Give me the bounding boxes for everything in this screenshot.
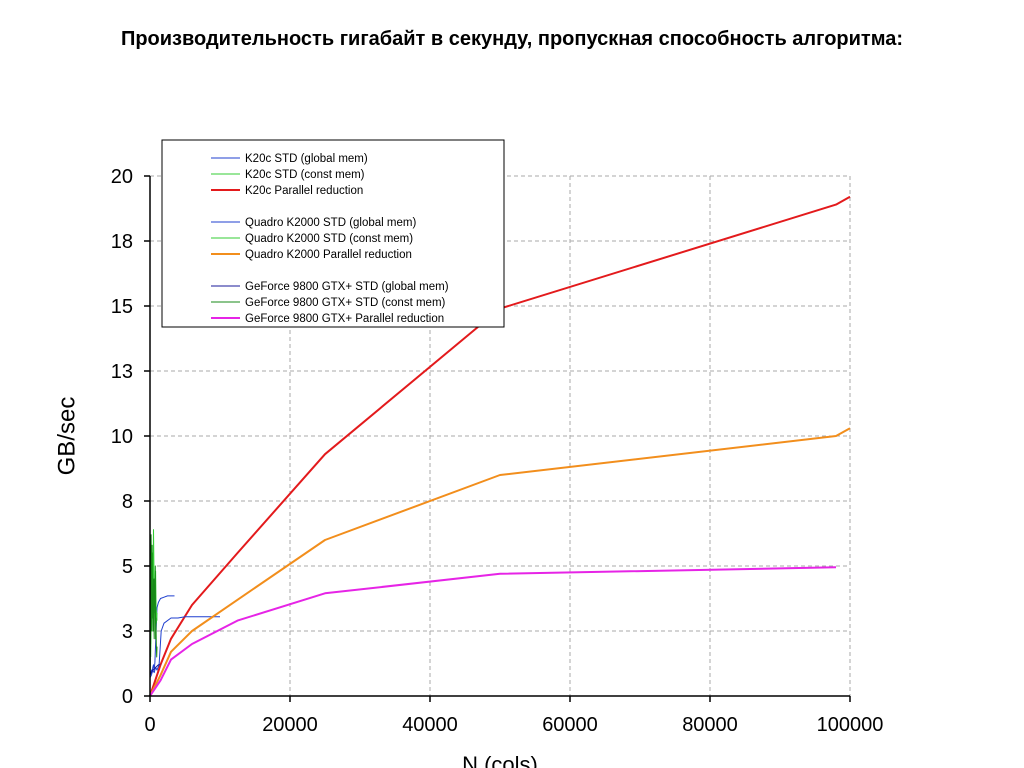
x-tick-label: 20000 <box>262 714 318 736</box>
series-line-6 <box>149 664 161 676</box>
legend-entry-label: GeForce 9800 GTX+ Parallel reduction <box>245 313 444 325</box>
x-tick-label: 0 <box>144 714 155 736</box>
series-line-2 <box>149 195 851 697</box>
legend-entry-label: Quadro K2000 STD (const mem) <box>245 233 413 245</box>
y-tick-label: 18 <box>111 231 133 253</box>
series-line-7 <box>149 534 158 671</box>
x-tick-label: 80000 <box>682 714 738 736</box>
legend-box <box>161 139 505 328</box>
legend-entry-label: K20c STD (const mem) <box>245 169 365 181</box>
x-tick-label: 60000 <box>542 714 598 736</box>
y-tick-label: 20 <box>111 166 133 188</box>
legend: K20c STD (global mem) K20c STD (const mem… <box>161 139 505 328</box>
y-tick-label: 0 <box>122 686 133 708</box>
slide-title: Производительность гигабайт в секунду, п… <box>120 28 904 50</box>
x-tick-label: 40000 <box>402 714 458 736</box>
legend-entry-label: K20c Parallel reduction <box>245 185 363 197</box>
series-line-3 <box>149 616 220 679</box>
legend-entry-label: K20c STD (global mem) <box>245 153 368 165</box>
y-tick-label: 3 <box>122 621 133 643</box>
y-tick-label: 15 <box>111 296 133 318</box>
series-line-5 <box>149 427 851 697</box>
y-tick-label: 10 <box>111 426 133 448</box>
series-line-8 <box>149 566 837 697</box>
series-lines <box>149 195 851 697</box>
y-axis-label: GB/sec <box>53 397 80 476</box>
y-tick-label: 5 <box>122 556 133 578</box>
tick-marks: 0 20000 40000 60000 80000 100000 0 3 5 8 10 13 15 18 2… <box>111 166 884 736</box>
legend-entry-label: Quadro K2000 STD (global mem) <box>245 217 416 229</box>
legend-entry-label: GeForce 9800 GTX+ STD (global mem) <box>245 281 449 293</box>
y-tick-label: 13 <box>111 361 133 383</box>
x-axis-label: N (cols) <box>462 752 538 768</box>
x-tick-label: 100000 <box>817 714 884 736</box>
legend-entry-label: GeForce 9800 GTX+ STD (const mem) <box>245 297 446 309</box>
y-tick-label: 8 <box>122 491 133 513</box>
legend-entry-label: Quadro K2000 Parallel reduction <box>245 249 412 261</box>
